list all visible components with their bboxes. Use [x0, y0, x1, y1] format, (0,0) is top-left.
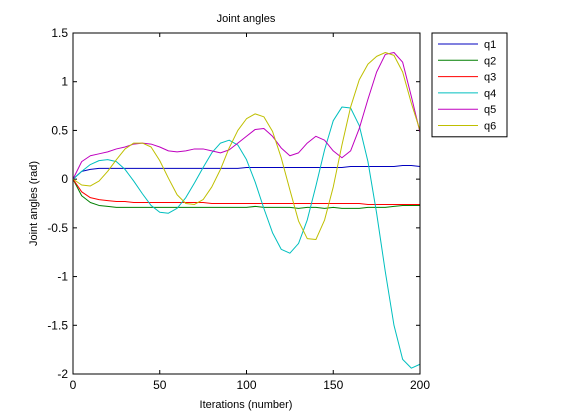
y-tick-label: -0.5 [47, 221, 68, 235]
legend-label-q6: q6 [484, 121, 496, 133]
x-tick-label: 200 [410, 378, 430, 392]
legend-label-q5: q5 [484, 104, 496, 116]
y-tick-label: -1.5 [47, 318, 68, 332]
series-line-q1 [72, 165, 421, 180]
y-axis-label: Joint angles (rad) [28, 161, 40, 246]
series-line-q4 [72, 106, 421, 369]
x-tick-label: 100 [236, 378, 256, 392]
y-tick-label: -1 [57, 270, 68, 284]
legend-label-q4: q4 [484, 88, 496, 100]
series-line-q6 [72, 51, 421, 241]
legend: q1 q2 q3 q4 q5 q6 [431, 32, 508, 138]
y-tick-label: 0.5 [51, 123, 68, 137]
chart-title: Joint angles [217, 13, 276, 25]
y-tick-label: 1 [61, 75, 68, 89]
legend-box [431, 32, 508, 138]
x-tick-label: 50 [153, 378, 167, 392]
x-tick-label: 150 [323, 378, 343, 392]
y-tick-label: 1.5 [51, 26, 68, 40]
axis-ticks: 0 50 100 150 200 -2 -1.5 -1 -0.5 0 0.5 1 1.5 [47, 26, 430, 392]
series-line-q2 [72, 178, 420, 209]
legend-label-q3: q3 [484, 72, 496, 84]
legend-label-q2: q2 [484, 55, 496, 67]
x-tick-label: 0 [70, 378, 77, 392]
plot-frame [72, 32, 421, 375]
series-line-q3 [72, 178, 420, 205]
y-tick-label: -2 [57, 367, 68, 381]
series-lines [72, 51, 421, 369]
legend-label-q1: q1 [484, 39, 496, 51]
y-tick-label: 0 [61, 172, 68, 186]
x-axis-label: Iterations (number) [200, 399, 293, 411]
